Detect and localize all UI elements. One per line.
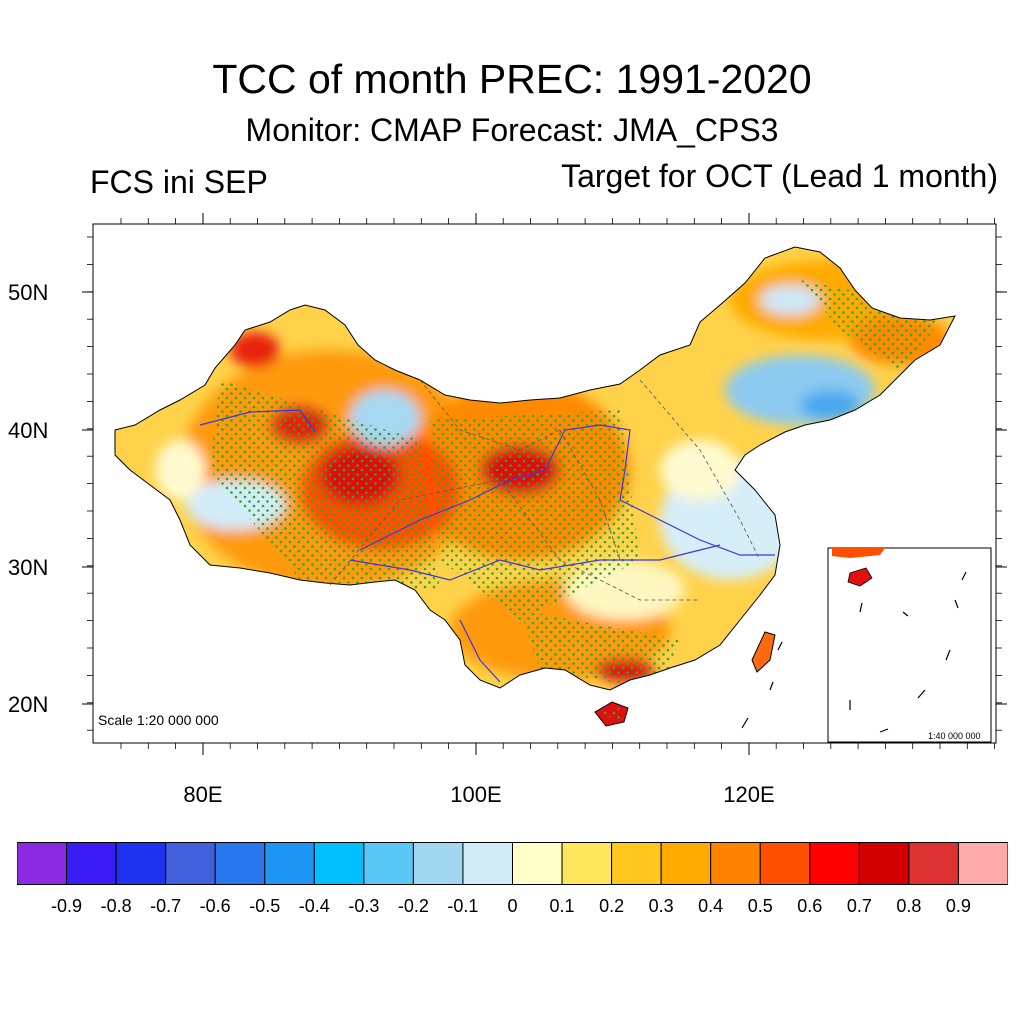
- colorbar-swatch: [561, 842, 613, 885]
- province-borders: [329, 379, 761, 601]
- nine-dash-line: [849, 571, 967, 733]
- colorbar-swatch: [313, 842, 365, 885]
- colorbar-tick-label: -0.4: [298, 896, 330, 916]
- colorbar-swatch: [908, 842, 959, 885]
- colorbar-swatch: [115, 842, 167, 885]
- colorbar-tick-label: 0.7: [846, 896, 872, 916]
- colorbar-tick-label: 0.9: [945, 896, 971, 916]
- colorbar-tick-label: -0.6: [199, 896, 231, 916]
- lat-label-20n: 20N: [8, 692, 49, 717]
- chart-title: TCC of month PREC: 1991-2020: [212, 56, 812, 102]
- lon-label-120e: 120E: [723, 782, 775, 807]
- target-label: Target for OCT (Lead 1 month): [561, 158, 998, 194]
- init-label: FCS ini SEP: [90, 164, 268, 200]
- lat-label-50n: 50N: [8, 280, 49, 305]
- lon-label-80e: 80E: [183, 782, 223, 807]
- colorbar-swatch: [462, 842, 514, 885]
- map-figure: 1:40 000 000 Scale 1:20 000 000: [82, 213, 1007, 755]
- map-scale-text: Scale 1:20 000 000: [98, 712, 219, 728]
- colorbar-swatch: [66, 842, 117, 885]
- colorbar-swatch: [412, 842, 464, 885]
- colorbar-tick-label: -0.1: [447, 896, 479, 916]
- colorbar-swatch: [759, 842, 811, 885]
- lat-label-40n: 40N: [8, 418, 49, 443]
- colorbar-tick-label: -0.2: [397, 896, 429, 916]
- colorbar-tick-label: 0.6: [797, 896, 823, 916]
- colorbar-tick-label: -0.5: [249, 896, 281, 916]
- colorbar-swatch: [957, 842, 1008, 885]
- colorbar-tick-label: -0.8: [100, 896, 132, 916]
- colorbar-tick-label: 0.4: [698, 896, 724, 916]
- lat-label-30n: 30N: [8, 555, 49, 580]
- lon-label-100e: 100E: [450, 782, 502, 807]
- colorbar-tick-label: 0.5: [747, 896, 773, 916]
- colorbar-swatch: [363, 842, 414, 885]
- colorbar-swatch: [17, 842, 68, 885]
- colorbar-swatch: [710, 842, 761, 885]
- colorbar-tick-label: 0.3: [648, 896, 674, 916]
- colorbar-swatch: [611, 842, 662, 885]
- rivers: [199, 409, 775, 683]
- colorbar-tick-label: 0.8: [896, 896, 922, 916]
- colorbar-swatch: [858, 842, 910, 885]
- colorbar-tick-label: 0.2: [599, 896, 625, 916]
- colorbar-swatch: [809, 842, 860, 885]
- colorbar: [17, 842, 1008, 885]
- taiwan-island: [751, 631, 776, 673]
- colorbar-swatch: [660, 842, 712, 885]
- colorbar-swatch: [264, 842, 315, 885]
- colorbar-tick-label: -0.9: [51, 896, 83, 916]
- colorbar-tick-label: 0.1: [549, 896, 575, 916]
- colorbar-swatch: [512, 842, 563, 885]
- colorbar-swatch: [165, 842, 216, 885]
- inset-scale-text: 1:40 000 000: [928, 731, 981, 741]
- colorbar-tick-label: -0.7: [150, 896, 182, 916]
- chart-subtitle: Monitor: CMAP Forecast: JMA_CPS3: [245, 112, 779, 148]
- colorbar-tick-label: 0: [507, 896, 518, 916]
- colorbar-swatch: [214, 842, 266, 885]
- colorbar-tick-label: -0.3: [348, 896, 380, 916]
